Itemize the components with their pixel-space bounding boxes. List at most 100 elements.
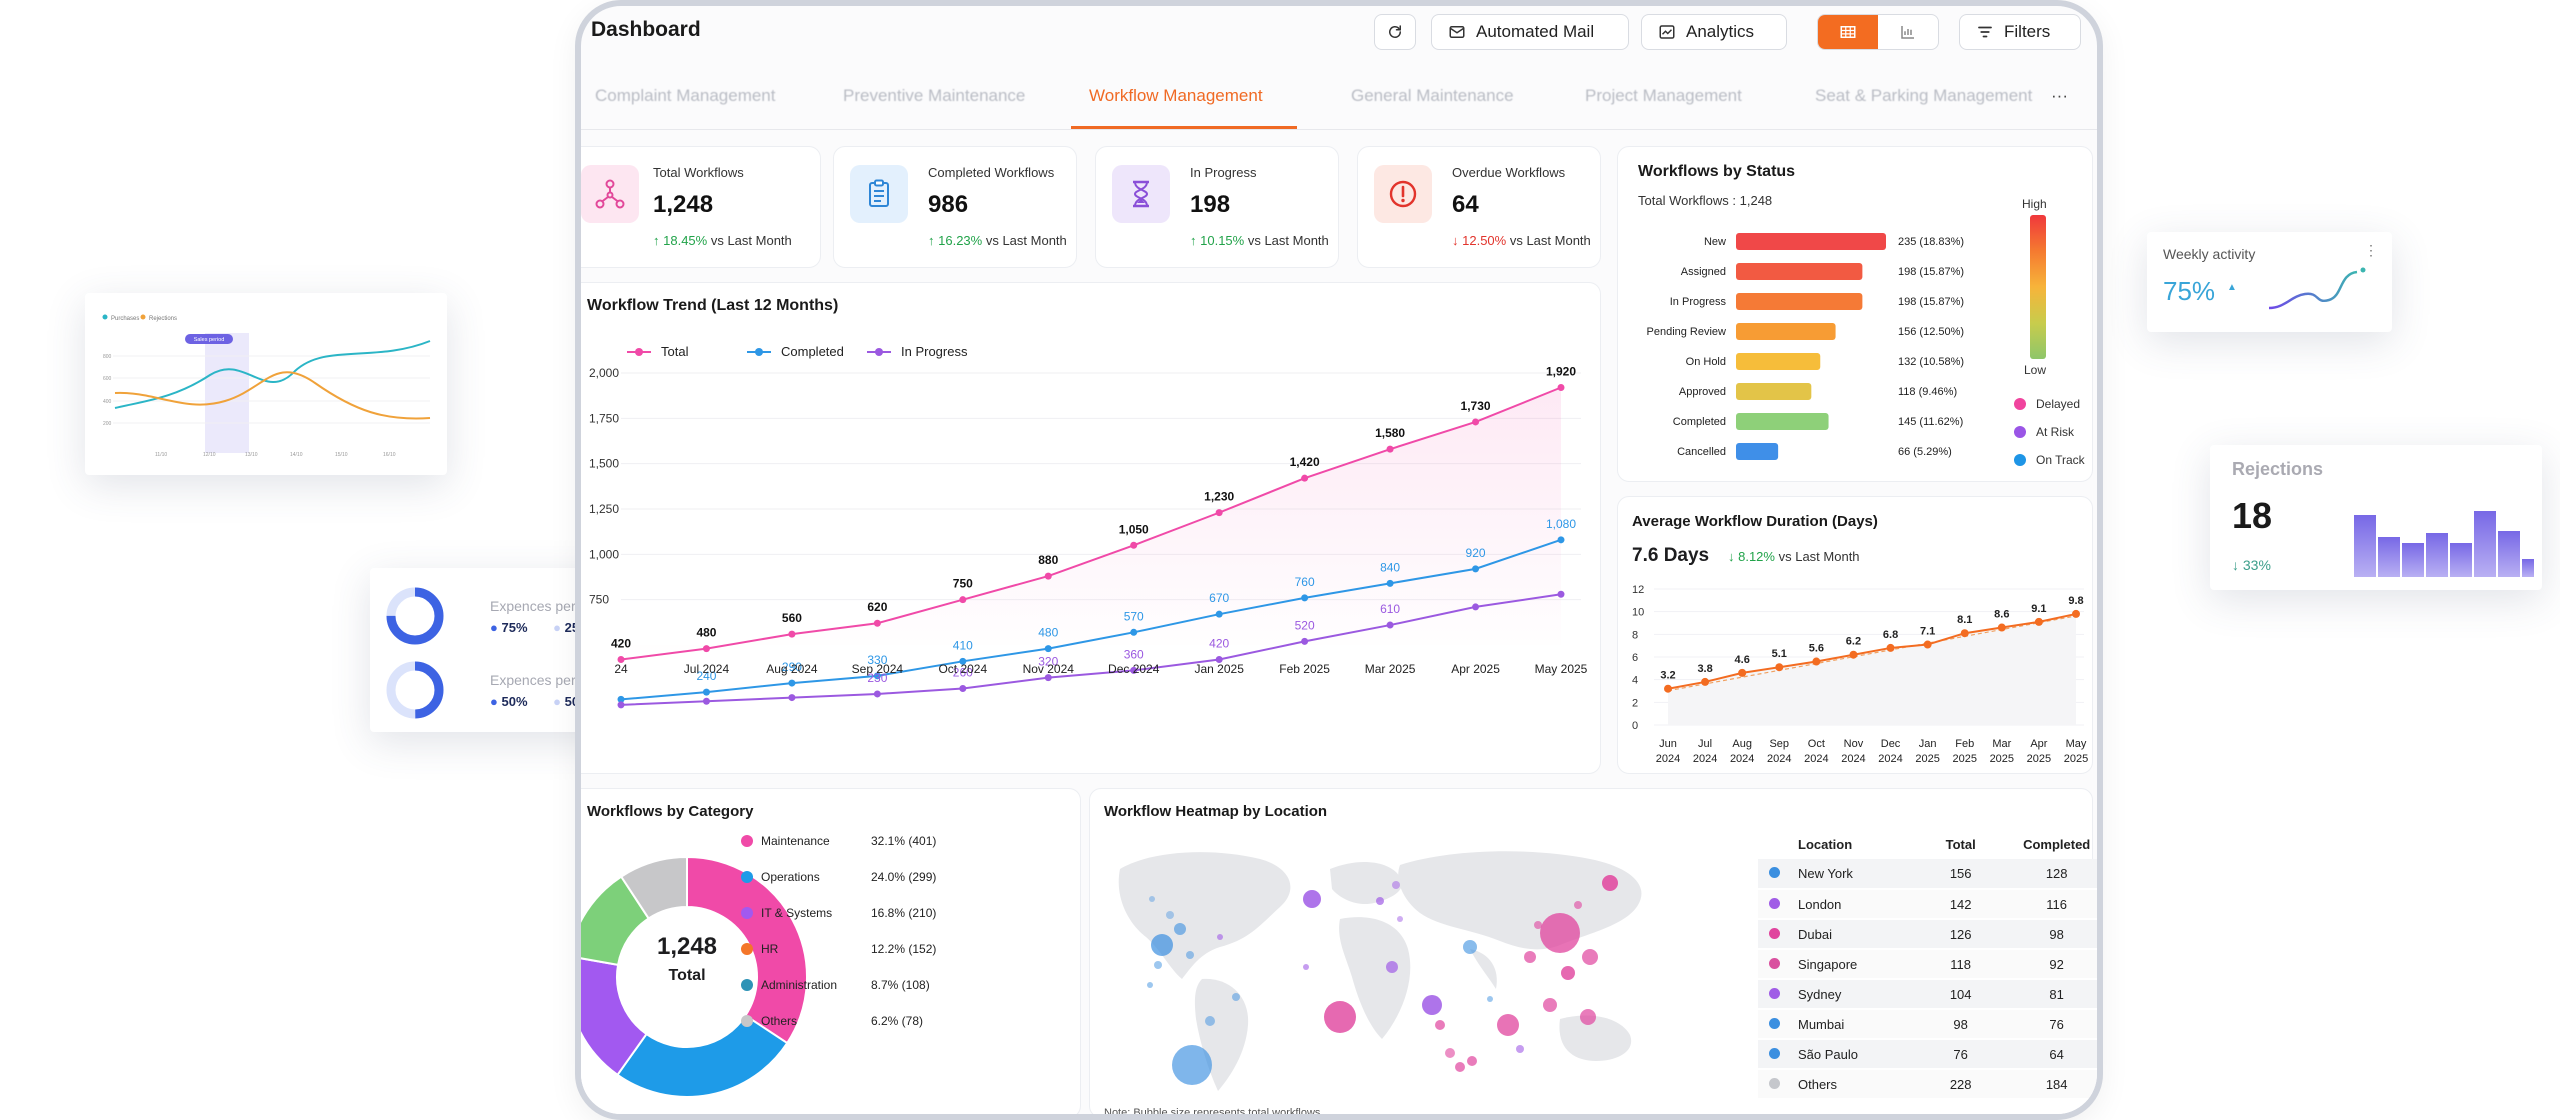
category-legend-value: 24.0% (299) (871, 870, 936, 884)
data-label: 760 (1295, 575, 1315, 589)
x-tick-label: Aug 2024 (766, 662, 818, 676)
data-point (959, 596, 967, 604)
x-tick-label: Oct 2024 (938, 662, 987, 676)
data-point (873, 690, 881, 698)
x-tick-month: Sep (1769, 738, 1789, 750)
location-dot (1768, 1077, 1780, 1089)
kpi-label: Total Workflows (653, 165, 744, 180)
data-label: 920 (1466, 546, 1486, 560)
location-total: 76 (1918, 1039, 2004, 1070)
x-tick-month: Jul (1698, 738, 1712, 750)
expenses-donuts (386, 587, 444, 719)
y-tick-label: 1,250 (589, 502, 619, 516)
mini-legend-purchases: Purchases (111, 316, 139, 322)
data-point (2034, 617, 2043, 626)
location-total: 104 (1918, 979, 2004, 1010)
tab-general-maintenance[interactable]: General Maintenance (1351, 86, 1514, 105)
legend-label: Completed (781, 344, 844, 359)
category-legend-label: HR (761, 942, 779, 956)
x-tick-year: 2025 (2064, 753, 2088, 765)
y-tick-label: 4 (1632, 675, 1638, 687)
alert-icon (1374, 165, 1432, 223)
mini-line-chart-card: Purchases Rejections Sales period 800 600… (85, 293, 447, 475)
status-category-label: Cancelled (1677, 446, 1726, 458)
legend-marker (875, 348, 883, 356)
page-title: Dashboard (591, 18, 701, 41)
data-label: 1,730 (1461, 399, 1491, 413)
data-label: 320 (1038, 655, 1058, 669)
status-category-label: In Progress (1670, 296, 1727, 308)
active-tab-indicator (1071, 126, 1297, 129)
data-label: 240 (696, 669, 716, 683)
table-row: Others 228 184 (1758, 1069, 2097, 1100)
category-legend-label: IT & Systems (761, 906, 832, 920)
data-label: 7.1 (1920, 626, 1935, 638)
data-label: 360 (1124, 647, 1144, 661)
status-value-label: 156 (12.50%) (1898, 326, 1964, 338)
filter-icon (1978, 26, 1992, 38)
data-label: 670 (1209, 591, 1229, 605)
location-table: Location Total Completed New York 156 128 L… (1758, 829, 2097, 1100)
tab-project-management[interactable]: Project Management (1585, 86, 1742, 105)
y-tick-label: 2 (1632, 697, 1638, 709)
duration-line-chart: 0 2 4 6 8 10 12 3.2 Jun 2024 3.8 Jul 2024 4.6 Aug 2024 5… (1632, 584, 2088, 765)
weekly-activity-card: Weekly activity ⋮ 75% ▲ (2147, 232, 2392, 332)
legend-marker (755, 348, 763, 356)
location-dot (1768, 1017, 1780, 1029)
y-tick-label: 10 (1632, 607, 1644, 619)
mini-legend-rejections: Rejections (149, 316, 177, 322)
expenses-voyages-a: 75% (501, 620, 528, 635)
data-point (1130, 541, 1138, 549)
status-value-label: 145 (11.62%) (1898, 416, 1963, 428)
more-icon[interactable]: ⋮ (2364, 242, 2378, 258)
analytics-button[interactable]: Analytics (1641, 14, 1787, 50)
x-tick-label: Dec 2024 (1108, 662, 1160, 676)
kpi-value: 64 (1452, 191, 1479, 218)
series-line-2 (620, 593, 1562, 706)
filters-button[interactable]: Filters (1959, 14, 2081, 50)
location-name: London (1790, 889, 1918, 920)
kpi-overdue-workflows: Overdue Workflows 64 ↓ 12.50% vs Last Mo… (1357, 146, 1601, 268)
table-row: São Paulo 76 64 (1758, 1039, 2097, 1070)
rejections-bars (2354, 511, 2534, 577)
svg-text:13/10: 13/10 (245, 452, 258, 458)
tab-workflow-management[interactable]: Workflow Management (1089, 86, 1263, 105)
trend-title: Workflow Trend (Last 12 Months) (587, 297, 839, 314)
table-row: London 142 116 (1758, 889, 2097, 920)
table-row: Mumbai 98 76 (1758, 1009, 2097, 1040)
location-dot (1768, 897, 1780, 909)
legend-label: In Progress (901, 344, 968, 359)
x-tick-month: Oct (1808, 738, 1825, 750)
x-tick-label: Mar 2025 (1365, 662, 1416, 676)
status-bar (1736, 293, 1863, 310)
tab-preventive-maintenance[interactable]: Preventive Maintenance (843, 86, 1026, 105)
data-label: 6.2 (1846, 636, 1861, 648)
x-tick-month: Jan (1919, 738, 1937, 750)
bar-chart-icon (1901, 26, 1914, 39)
data-point (702, 688, 710, 696)
tab-seat-parking-management[interactable]: Seat & Parking Management (1815, 86, 2033, 105)
status-value-label: 198 (15.87%) (1898, 296, 1964, 308)
data-point (1301, 594, 1309, 602)
status-value-label: 198 (15.87%) (1898, 266, 1964, 278)
data-point (1301, 474, 1309, 482)
tabs-more-button[interactable]: ··· (2051, 86, 2068, 105)
data-label: 520 (1295, 618, 1315, 632)
duration-value: 7.6 Days (1632, 545, 1710, 566)
category-legend-dot (741, 979, 753, 991)
data-label: 1,230 (1204, 490, 1234, 504)
data-point (1386, 579, 1394, 587)
table-view-button[interactable] (1818, 15, 1878, 49)
y-tick-label: 6 (1632, 652, 1638, 664)
refresh-button[interactable] (1374, 14, 1416, 50)
chart-view-button[interactable] (1878, 15, 1938, 49)
x-tick-month: Jun (1659, 738, 1677, 750)
status-value-label: 118 (9.46%) (1898, 386, 1957, 398)
automated-mail-button[interactable]: Automated Mail (1431, 14, 1629, 50)
category-legend-value: 6.2% (78) (871, 1014, 923, 1028)
data-point (617, 695, 625, 703)
tab-complaint-management[interactable]: Complaint Management (595, 86, 776, 105)
status-title: Workflows by Status (1638, 163, 1796, 180)
table-icon (1840, 26, 1856, 38)
kpi-arrow: ↑ (928, 233, 935, 248)
